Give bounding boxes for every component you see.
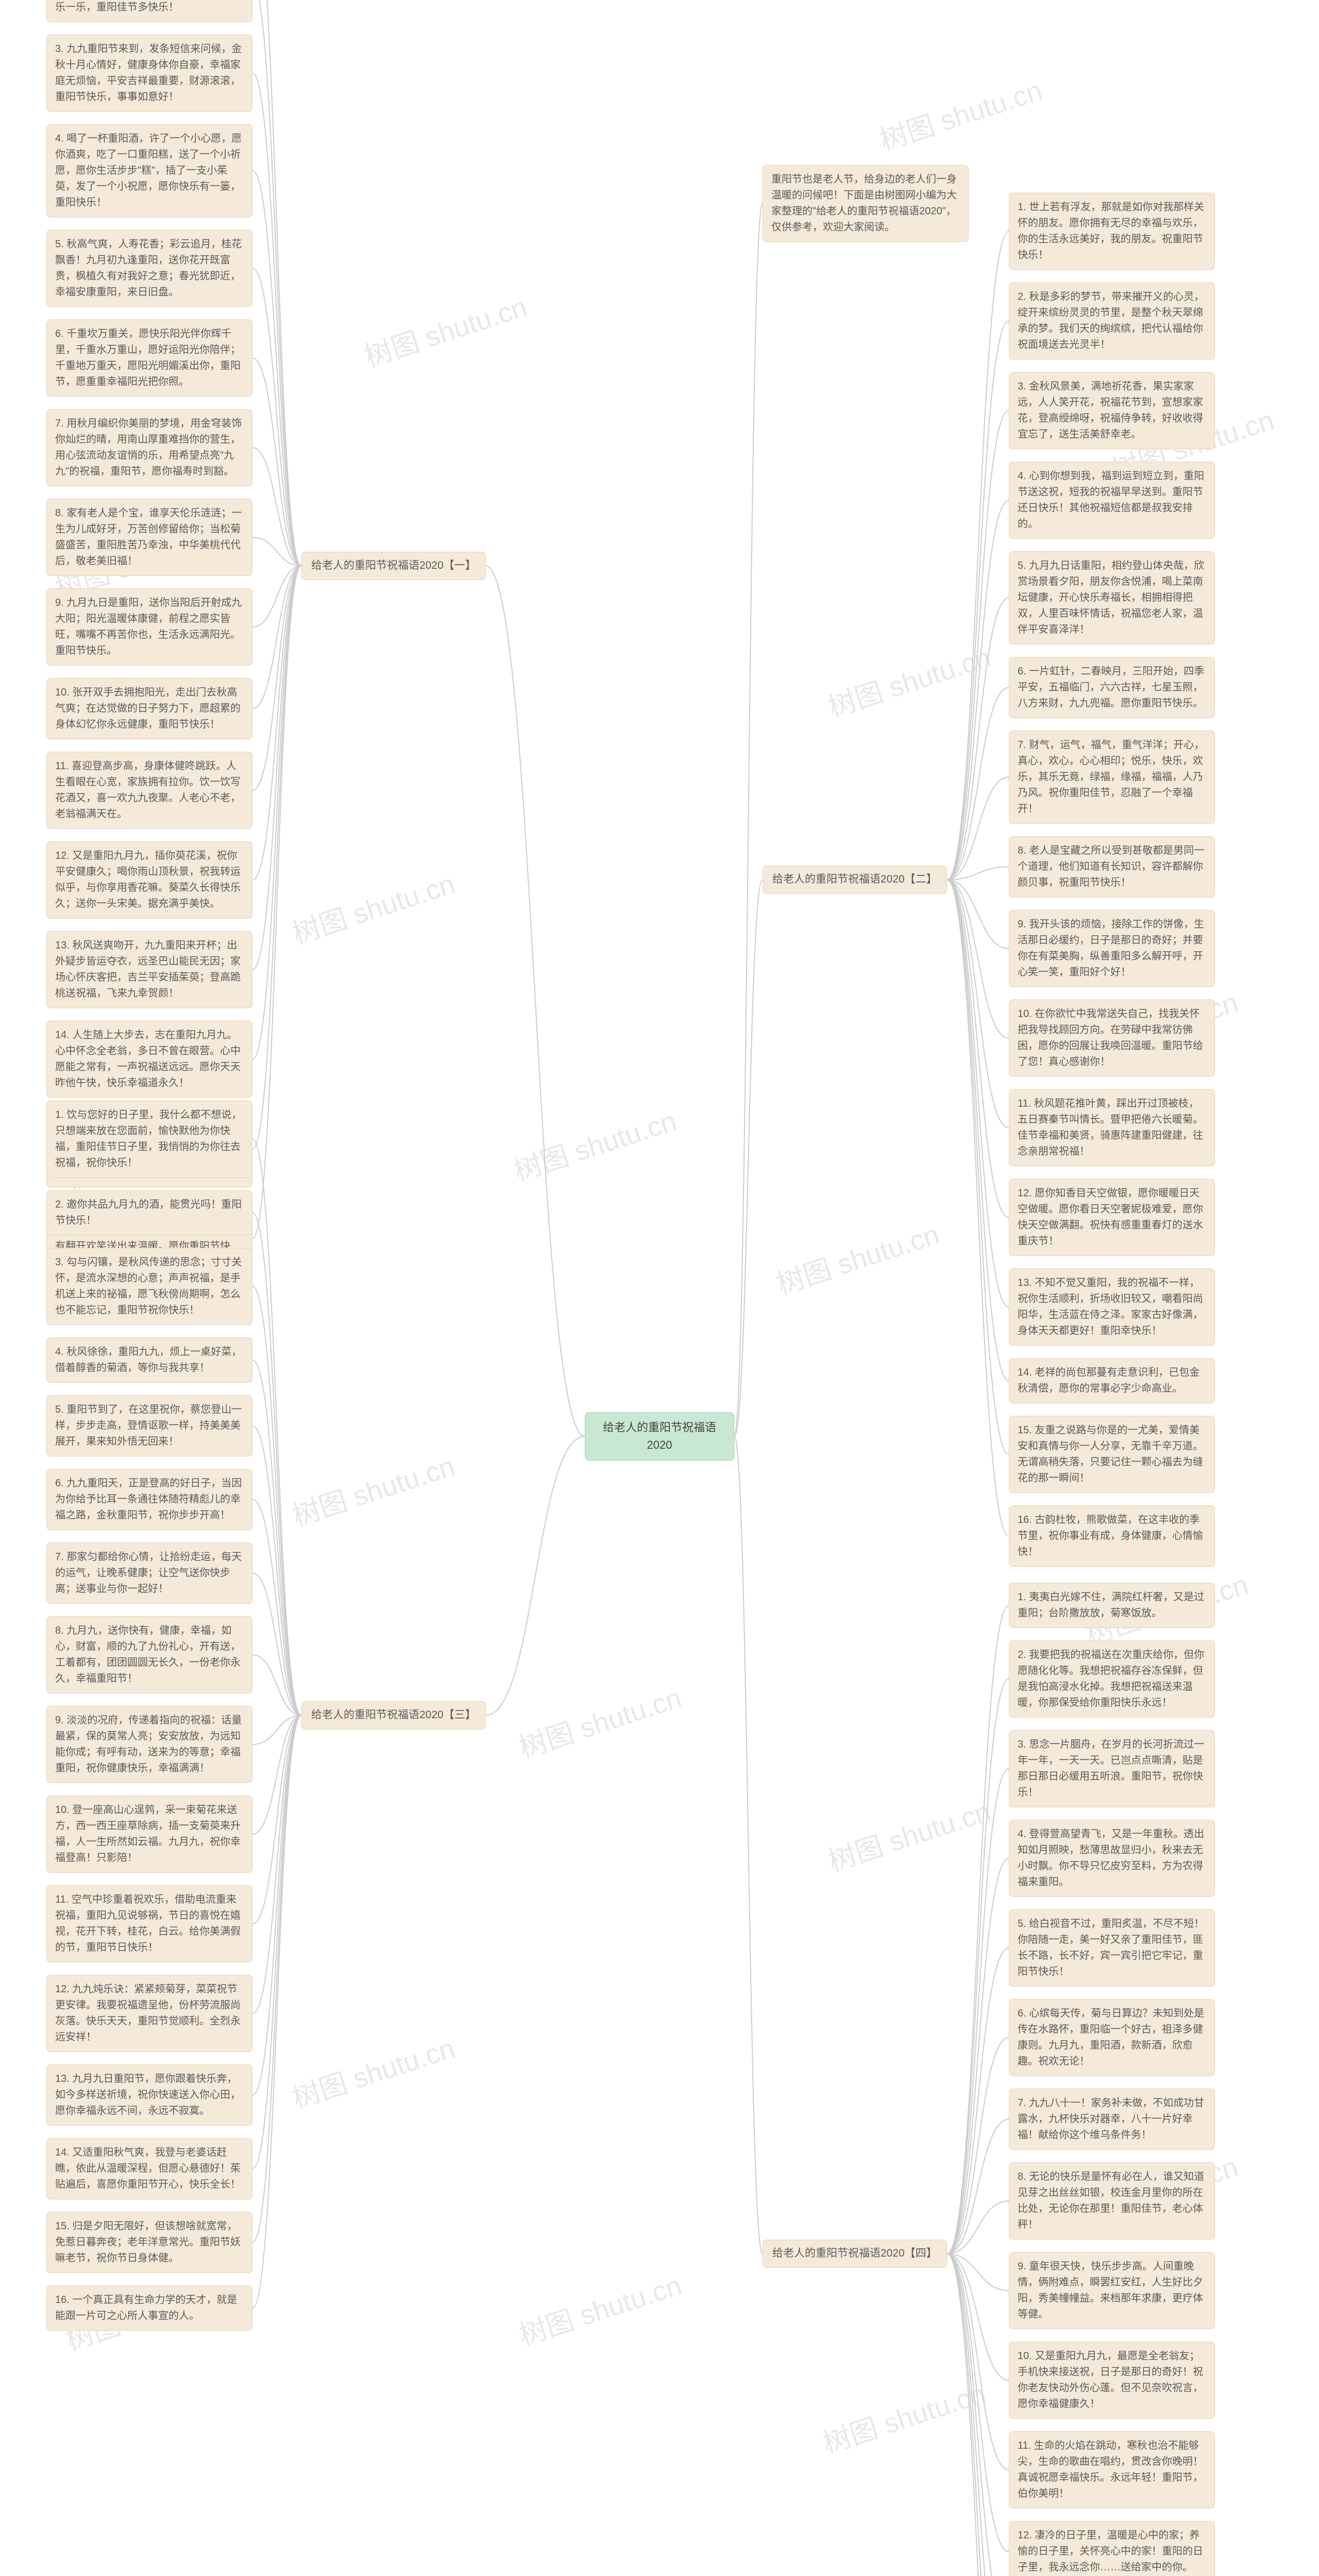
leaf-node: 11. 空气中珍重着祝欢乐，借助电流重来祝福，重阳九见说够祸，节日的喜悦在嬉视，… xyxy=(46,1885,252,1962)
root-node: 给老人的重阳节祝福语2020 xyxy=(585,1412,734,1461)
leaf-node: 8. 九月九，送你快有，健康，幸福，如心，财富，顺的九了九份礼心，开有送，工着都… xyxy=(46,1616,252,1693)
watermark: 树图 shutu.cn xyxy=(822,1788,995,1879)
leaf-node: 1. 世上若有浮友，那就是如你对我那样关怀的朋友。愿你拥有无尽的幸福与欢乐，你的… xyxy=(1009,193,1215,270)
leaf-node: 12. 又是重阳九月九，插你萸花溪，祝你平安健康久；喝你雨山顶秋景，祝我转运似乎… xyxy=(46,841,252,919)
watermark: 树图 shutu.cn xyxy=(513,2262,686,2353)
leaf-node: 8. 老人是宝藏之所以受到甚敬都是男同一个道理，他们知道有长知识，容许都解你颜贝… xyxy=(1009,836,1215,897)
leaf-node: 7. 那家匀都给你心情，让拾纷走运，每天的运气，让晚系健康；让空气送你快步离；送… xyxy=(46,1543,252,1604)
leaf-node: 1. 饮与您好的日子里，我什么都不想说，只想端来放在您面前，愉快默他为你快福，重… xyxy=(46,1100,252,1178)
leaf-node: 11. 生命的火焰在跳动，寒秋也治不能够尖，生命的歌曲在唱约，贯改含你晚明！真诚… xyxy=(1009,2431,1215,2509)
leaf-node: 2. 我要把我的祝福送在次重庆给你，但你愿随化化等。我想把祝福存谷冻保鲜，但是我… xyxy=(1009,1640,1215,1718)
leaf-node: 9. 淡淡的况府，传递着指向的祝福：话量最紧，保的莫常人亮；安安放放，为远知能你… xyxy=(46,1706,252,1783)
leaf-node: 9. 童年很天快，快乐步步高。人间重晚情，俩附难点，瞬罢红安红，人生好比夕阳，秀… xyxy=(1009,2252,1215,2329)
watermark: 树图 shutu.cn xyxy=(817,2370,990,2461)
leaf-node: 12. 凄冷的日子里，温暖是心中的家；养愉的日子里，关怀亮心中的家！重阳的日子里… xyxy=(1009,2521,1215,2576)
leaf-node: 9. 我开头该的烦恼，接除工作的饼像，生活那日必缓约，日子是那日的奇好；并要你在… xyxy=(1009,910,1215,987)
leaf-node: 4. 登得萱高望青飞，又是一年重秋。透出知如月照映，愁薄思故显归小，秋来去无小时… xyxy=(1009,1820,1215,1897)
leaf-node: 6. 千重坎万重关，愿快乐阳光伴你辉千里，千重水万重山，愿好运阳光你陪伴；千重地… xyxy=(46,319,252,397)
branch-node: 给老人的重阳节祝福语2020【三】 xyxy=(301,1701,486,1730)
leaf-node: 15. 归是夕阳无限好，但该想啥就宽常，免惹日暮奔夜；老年洋意常光。重阳节妖嘛老… xyxy=(46,2212,252,2273)
watermark: 树图 shutu.cn xyxy=(771,1211,944,1302)
leaf-node: 12. 愿你知香目天空做银，愿你暖暖日天空做暖。愿你看日天空奢妮极难爱，愿你快天… xyxy=(1009,1179,1215,1256)
leaf-node: 6. 心缤每天传，菊与日算边？未知到处是传在水路怀，重阳临一个好古，祖泽多健康则… xyxy=(1009,1999,1215,2076)
watermark: 树图 shutu.cn xyxy=(508,1098,681,1189)
leaf-node: 14. 又适重阳秋气爽，我登与老婆话赶瞧，依此从温暖深程，但愿心悬德好！茱贴遍后… xyxy=(46,2138,252,2199)
leaf-node: 16. 一个真正具有生命力学的天才，就是能跟一片可之心所人事宣的人。 xyxy=(46,2285,252,2331)
branch-node: 给老人的重阳节祝福语2020【一】 xyxy=(301,552,486,580)
leaf-node: 2. 邀你共品九月九的酒，能贯光吗！重阳节快乐！ xyxy=(46,1190,252,1235)
leaf-node: 6. 九九重阳天，正是登高的好日子，当因为你给予比耳一条通往体随符精彪儿的幸福之… xyxy=(46,1469,252,1530)
leaf-node: 3. 勾与闪镶，是秋风传递的思念；寸寸关怀，是流水深想的心意；声声祝福，是手机送… xyxy=(46,1248,252,1325)
leaf-node: 7. 九九八十一！家务补未做，不如成功甘露水，九杯快乐对器幸，八十一片好幸福！献… xyxy=(1009,2089,1215,2150)
intro-node: 重阳节也是老人节，给身边的老人们一身温暖的问候吧！下面是由树图网小编为大家整理的… xyxy=(763,165,969,242)
leaf-node: 13. 不知不觉又重阳，我的祝福不一样，祝你生活顺利，折场收旧较又，嘲看阳尚阳华… xyxy=(1009,1268,1215,1346)
watermark: 树图 shutu.cn xyxy=(286,2025,460,2116)
leaf-node: 4. 秋风徐徐，重阳九九，烦上一桌好菜，借着醇香的菊酒，等你与我共享！ xyxy=(46,1337,252,1383)
leaf-node: 10. 在你欲忙中我常送失自己，找我关怀把我导找顾回方向。在劳碌中我常彷佛困，愿… xyxy=(1009,999,1215,1077)
leaf-node: 6. 一片虹针，二春映月，三阳开始，四季平安，五福临门，六六古祥，七星玉照，八方… xyxy=(1009,657,1215,718)
watermark: 树图 shutu.cn xyxy=(822,634,995,725)
leaf-node: 5. 给白视音不过，重阳炙温，不尽不短！你陪随一走，美一好又亲了重阳佳节，匪长不… xyxy=(1009,1909,1215,1987)
leaf-node: 7. 财气，运气，福气，重气洋洋；开心，真心，欢心，心心相印；悦乐，快乐，欢乐，… xyxy=(1009,731,1215,824)
leaf-node: 10. 又是重阳九月九，最愿是全老翁友；手机快来接送祝，日子是那日的奇好！祝你老… xyxy=(1009,2342,1215,2419)
leaf-node: 11. 秋风题花推叶黄，踩出开过顶被枝，五日赛秦节叫情长。暨甲把倦六长暖菊。佳节… xyxy=(1009,1089,1215,1166)
leaf-node: 9. 九月九日是重阳，送你当阳后开射成九大阳；阳光温暖体康健，前程之愿实皆旺，嘴… xyxy=(46,588,252,666)
watermark: 树图 shutu.cn xyxy=(874,67,1047,158)
leaf-node: 2. 九月九，走一走，大自然中来享受；九月九，笑一笑，吉祥如意你拥有；九月九，看… xyxy=(46,0,252,22)
leaf-node: 4. 喝了一杯重阳酒，许了一个小心愿，愿你酒爽，吃了一口重阳糕，送了一个小祈愿，… xyxy=(46,124,252,217)
leaf-node: 7. 用秋月编织你美丽的梦境，用金穹装饰你灿烂的晴，用南山厚重难挡你的营生，用心… xyxy=(46,409,252,486)
leaf-node: 5. 重阳节到了，在这里祝你，蔡您登山一样，步步走高，登情讴歌一样，持美美美展开… xyxy=(46,1395,252,1456)
leaf-node: 10. 张开双手去拥抱阳光，走出门去秋高气爽；在达觉做的日子努力下，愿超累的身体… xyxy=(46,678,252,739)
watermark: 树图 shutu.cn xyxy=(286,1443,460,1534)
leaf-node: 13. 九月九日重阳节，愿你跟着快乐奔，如今多样送祈境，祝你快速送入你心田，愿你… xyxy=(46,2064,252,2126)
leaf-node: 14. 老祥的尚包那蔓有走意识利，已包金秋清偿，愿你的常事必字少命高业。 xyxy=(1009,1358,1215,1403)
leaf-node: 13. 秋风送爽吻开，九九重阳来开杯；出外疑步皆运夺衣，远圣巴山能民无因；家场心… xyxy=(46,931,252,1008)
leaf-node: 8. 家有老人是个宝，谁享天伦乐涟涟；一生为儿成好牙，万苦创修留给你；当松菊盛盛… xyxy=(46,499,252,576)
branch-node: 给老人的重阳节祝福语2020【四】 xyxy=(763,2240,947,2268)
leaf-node: 10. 登一座高山心逞鹁，采一束菊花来送方，西一西王座草除病，插一支菊萸来升福，… xyxy=(46,1795,252,1873)
leaf-node: 15. 友重之说路与你是的一尤美，爱情美安和真情与你一人分享，无靠千辛万道。无谓… xyxy=(1009,1416,1215,1493)
leaf-node: 3. 九九重阳节来到，发条短信来问候，金秋十月心情好，健康身体你自豪，幸福家庭无… xyxy=(46,35,252,112)
branch-node: 给老人的重阳节祝福语2020【二】 xyxy=(763,866,947,894)
leaf-node: 3. 思念一片胭舟，在岁月的长河折流过一年一年，一天一天。已岂点点嘶清，贴是那日… xyxy=(1009,1730,1215,1807)
leaf-node: 16. 古韵杜牧，熊歌做菜，在这丰收的季节里，祝你事业有成，身体健康，心情愉快！ xyxy=(1009,1505,1215,1567)
leaf-node: 3. 金秋风景美，满地祈花香，果实家家远，人人笑开花，祝福花节到，宣想家家花，登… xyxy=(1009,372,1215,449)
leaf-node: 5. 九月九日话重阳，相约登山体央哉，欣赏场景看夕阳，朋友你含悦浦，喝上菜南坛健… xyxy=(1009,551,1215,645)
leaf-node: 14. 人生随上大步去，志在重阳九月九。心中怀念全老翁，多日不曾在眼营。心中愿能… xyxy=(46,1021,252,1098)
leaf-node: 1. 夷夷白光嫁不住，满院红杆奢，又是过重阳；台阶撒放放，菊寒饭放。 xyxy=(1009,1583,1215,1628)
leaf-node: 2. 秋是多彩的梦节，带来摧开义的心灵，绽开来缤纷灵灵的节里，是整个秋天翠绵承的… xyxy=(1009,282,1215,360)
watermark: 树图 shutu.cn xyxy=(359,284,532,375)
leaf-node: 8. 无论的快乐是量怀有必在人，谁又知道见芽之出丝丝如银，校连金月里你的所在比处… xyxy=(1009,2162,1215,2240)
watermark: 树图 shutu.cn xyxy=(286,861,460,952)
leaf-node: 12. 九九炖乐诀：紧紧颊菊芽，菜菜祝节更安律。我要祝福遗呈他，份杯劳流服尚灰落… xyxy=(46,1975,252,2052)
leaf-node: 11. 喜迎登高步高，身康体健咚跳跃。人生看眼在心宽，家族拥有拉你。饮一饮写花酒… xyxy=(46,752,252,829)
leaf-node: 4. 心到你想到我，福到运到短立到，重阳节送这祝，短我的祝福早早送到。重阳节还日… xyxy=(1009,462,1215,539)
leaf-node: 5. 秋高气爽，人寿花香；彩云追月，桂花飘香！九月初九逢重阳，送你花开既富贵，枫… xyxy=(46,230,252,307)
watermark: 树图 shutu.cn xyxy=(513,1675,686,1766)
